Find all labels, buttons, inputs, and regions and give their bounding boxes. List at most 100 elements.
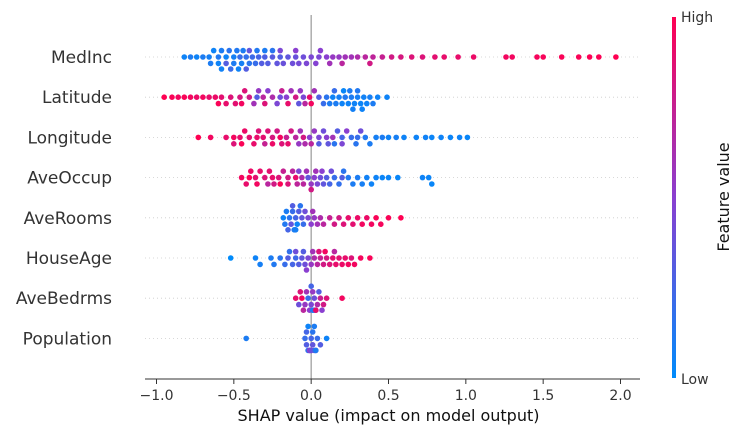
data-point (319, 307, 325, 314)
data-point (289, 168, 296, 174)
data-point (314, 335, 321, 342)
data-point (306, 94, 313, 100)
data-point (262, 54, 268, 60)
data-point (297, 128, 304, 134)
feature-label: Longitude (27, 128, 112, 148)
data-point (509, 54, 515, 60)
data-point (357, 128, 364, 134)
data-point (296, 208, 302, 215)
data-point (254, 47, 260, 54)
data-point (269, 47, 276, 54)
data-point (348, 255, 355, 261)
data-point (302, 208, 308, 215)
data-point (206, 54, 212, 60)
data-point (243, 181, 249, 187)
data-point (296, 100, 302, 107)
data-point (269, 94, 276, 100)
data-point (226, 47, 232, 54)
data-point (237, 134, 243, 141)
colorbar-high-label: High (681, 10, 713, 26)
data-point (292, 295, 299, 302)
data-point (353, 141, 359, 147)
data-point (302, 141, 308, 147)
data-point (308, 221, 315, 227)
data-point (345, 174, 352, 181)
data-point (373, 174, 379, 181)
data-point (323, 255, 330, 261)
data-point (323, 335, 330, 342)
data-point (299, 174, 305, 181)
data-point (374, 94, 381, 100)
data-point (249, 54, 256, 60)
data-point (285, 100, 291, 107)
data-point (299, 295, 305, 302)
data-point (322, 248, 328, 255)
data-point (285, 141, 291, 147)
data-point (342, 94, 349, 100)
data-point (432, 54, 438, 60)
data-point (288, 221, 294, 227)
data-point (243, 54, 249, 60)
data-point (235, 66, 242, 72)
data-point (354, 88, 361, 94)
data-point (336, 215, 342, 221)
data-point (316, 248, 322, 255)
data-point (161, 94, 167, 100)
data-point (317, 255, 324, 261)
data-point (274, 128, 280, 134)
data-point (294, 181, 301, 187)
data-point (246, 174, 253, 181)
data-point (398, 54, 404, 60)
data-point (234, 47, 240, 54)
data-point (316, 54, 322, 60)
data-point (413, 134, 420, 141)
data-point (283, 134, 290, 141)
data-point (339, 141, 345, 147)
data-point (238, 60, 245, 67)
data-point (393, 134, 400, 141)
data-point (299, 215, 305, 221)
feature-label: AveRooms (24, 209, 113, 229)
data-point (596, 54, 602, 60)
data-point (254, 134, 260, 141)
data-point (347, 88, 353, 94)
data-point (277, 54, 284, 60)
data-point (200, 94, 206, 100)
data-point (361, 94, 367, 100)
data-point (316, 289, 322, 295)
data-point (257, 168, 263, 174)
data-point (313, 307, 319, 314)
data-point (357, 255, 364, 261)
data-point (331, 221, 338, 227)
data-point (275, 174, 282, 181)
data-point (540, 54, 546, 60)
data-point (340, 221, 347, 227)
data-point (314, 261, 321, 268)
data-point (286, 248, 293, 255)
data-point (285, 181, 291, 187)
data-point (246, 47, 253, 54)
data-point (534, 54, 540, 60)
data-point (339, 60, 345, 67)
data-point (303, 267, 310, 273)
data-point (339, 295, 345, 302)
data-point (308, 261, 315, 268)
data-point (456, 134, 463, 141)
data-point (300, 248, 307, 255)
data-point (317, 174, 324, 181)
data-point (323, 295, 330, 302)
data-point (289, 261, 296, 268)
data-point (252, 255, 259, 261)
data-point (308, 283, 315, 290)
feature-label: AveBedrms (16, 289, 112, 309)
data-point (323, 94, 330, 100)
feature-label: Latitude (42, 88, 112, 108)
data-point (331, 141, 338, 147)
data-point (330, 255, 336, 261)
data-point (320, 221, 327, 227)
data-point (311, 295, 318, 302)
data-point (300, 54, 307, 60)
data-point (339, 261, 345, 268)
data-point (223, 54, 229, 60)
